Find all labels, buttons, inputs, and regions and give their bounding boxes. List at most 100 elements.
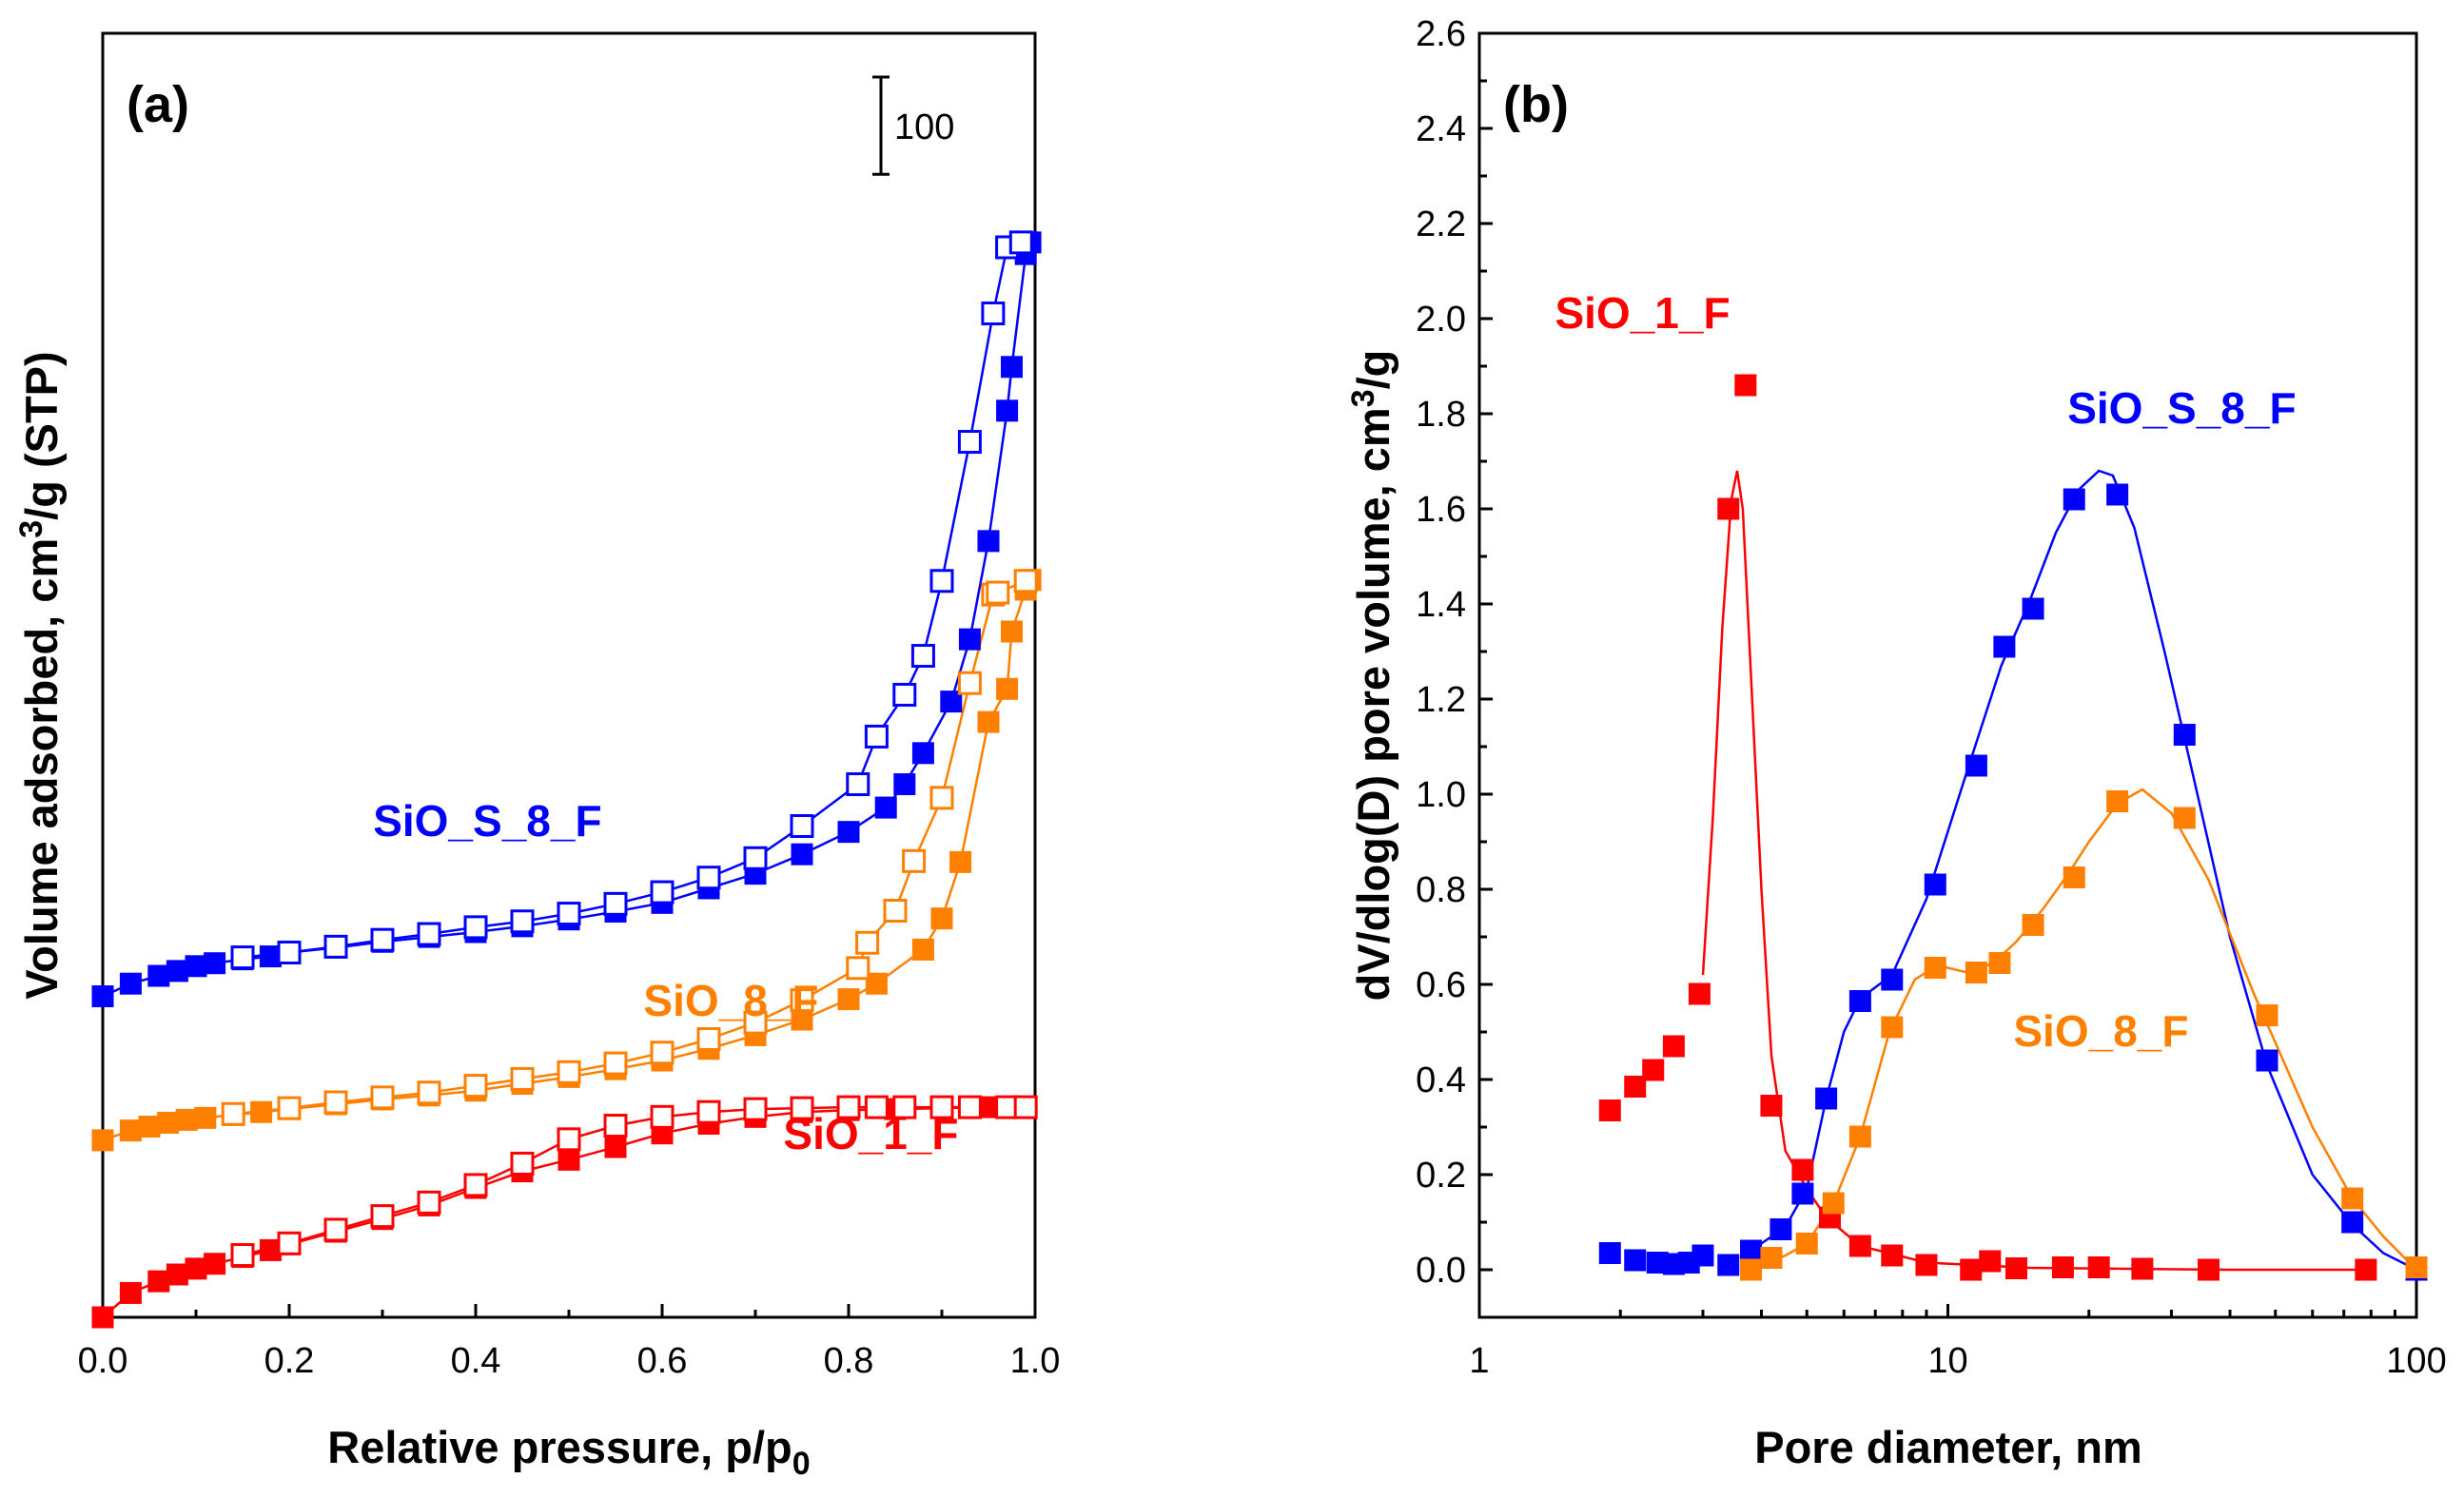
panel-b-x-axis-title: Pore diameter, nm (1754, 1422, 2142, 1472)
desorption-point (603, 1051, 628, 1076)
adsorption-point (996, 399, 1019, 422)
panel-b-series-labels: SiO_1_F SiO_S_8_F SiO_8_F (1555, 288, 2296, 1056)
adsorption-point (604, 1136, 627, 1158)
series-label: SiO_1_F (783, 1109, 958, 1158)
adsorption-point (185, 955, 207, 978)
desorption-point (650, 1041, 675, 1065)
adsorption-point (166, 960, 188, 982)
series-label: SiO_S_8_F (373, 796, 601, 846)
desorption-point (323, 934, 348, 959)
desorption-point (790, 814, 814, 839)
data-point (1662, 1035, 1685, 1058)
data-point (2022, 597, 2044, 620)
adsorption-point (204, 952, 226, 975)
data-point (1598, 1099, 1621, 1121)
desorption-point (929, 569, 954, 593)
desorption-point (892, 1095, 917, 1119)
desorption-point (650, 880, 675, 905)
desorption-point (743, 1097, 768, 1121)
adsorption-point (147, 1270, 170, 1293)
data-point (1598, 1242, 1621, 1264)
data-point (1881, 1016, 1904, 1039)
data-point (1924, 957, 1946, 979)
y-tick-label: 1.4 (1416, 585, 1466, 625)
panel-b-pore-distribution: 1 10 100 0.0 0.2 0.4 0.6 0.8 1.0 1.2 1.4 1.6 1.8 2.0 2… (1345, 14, 2447, 1472)
y-tick-label: 0.0 (1416, 1251, 1466, 1291)
x-tick-label: 1.0 (1010, 1341, 1061, 1381)
desorption-point (910, 644, 935, 669)
x-tick-label: 0.8 (824, 1341, 874, 1381)
data-point (2131, 1257, 2154, 1280)
data-point (2256, 1049, 2278, 1072)
data-point (2106, 790, 2129, 812)
desorption-line (242, 241, 1022, 959)
desorption-point (743, 1010, 768, 1035)
y-tick-label: 2.2 (1416, 204, 1466, 244)
fit-curve (1750, 788, 2417, 1272)
adsorption-point (157, 1111, 180, 1134)
desorption-point (846, 772, 870, 797)
adsorption-point (893, 773, 916, 796)
data-point (2063, 866, 2085, 888)
data-point (1881, 968, 1904, 991)
data-point (1717, 1254, 1740, 1276)
desorption-point (277, 940, 302, 964)
series-label: SiO_1_F (1555, 288, 1730, 338)
desorption-point (650, 1104, 675, 1129)
series-label: SiO_S_8_F (2067, 383, 2296, 433)
desorption-point (929, 786, 954, 810)
desorption-point (957, 430, 982, 455)
desorption-point (370, 927, 395, 952)
data-point (1624, 1249, 1647, 1272)
series-label: SiO_8_F (2013, 1006, 2188, 1056)
y-tick-label: 1.6 (1416, 490, 1466, 530)
desorption-point (981, 302, 1006, 326)
adsorption-point (147, 964, 170, 987)
data-point (1740, 1258, 1763, 1281)
data-point (1795, 1233, 1818, 1255)
desorption-point (557, 902, 581, 926)
y-tick-label: 0.8 (1416, 870, 1466, 910)
panel-a-label: (a) (127, 76, 189, 133)
adsorption-point (791, 843, 813, 866)
panel-a-markers (91, 230, 1042, 1329)
adsorption-point (977, 530, 1000, 553)
y-tick-label: 2.6 (1416, 14, 1466, 54)
data-point (1960, 1258, 1983, 1281)
desorption-point (1013, 569, 1038, 593)
data-point (1848, 1235, 1871, 1257)
adsorption-point (940, 691, 963, 713)
y-tick-label: 0.2 (1416, 1156, 1466, 1196)
adsorption-point (911, 938, 934, 961)
desorption-point (510, 909, 535, 934)
adsorption-point (911, 742, 934, 765)
desorption-point (417, 1190, 441, 1215)
desorption-point (902, 848, 927, 873)
y-tick-label: 0.6 (1416, 965, 1466, 1005)
desorption-point (463, 915, 488, 940)
fit-curve (1750, 469, 2417, 1272)
y-tick-label: 1.0 (1416, 775, 1466, 815)
desorption-point (957, 671, 982, 695)
data-point (2022, 914, 2044, 936)
adsorption-point (175, 1108, 198, 1131)
data-point (1734, 374, 1757, 397)
desorption-point (883, 899, 908, 923)
adsorption-point (837, 821, 860, 844)
panel-a-series-labels: SiO_S_8_F SiO_8_F SiO_1_F (373, 796, 958, 1158)
desorption-point (1013, 1095, 1038, 1119)
adsorption-point (204, 1253, 226, 1275)
data-point (2341, 1187, 2364, 1210)
desorption-point (864, 724, 889, 749)
panel-a-isotherms: 0.0 0.2 0.4 0.6 0.8 1.0 SiO_S_8_F SiO_8_F SiO_1… (13, 31, 1061, 1482)
data-point (1624, 1076, 1647, 1098)
data-point (1717, 497, 1740, 520)
desorption-line (233, 579, 1027, 1116)
data-point (1965, 962, 1987, 983)
data-point (1848, 990, 1871, 1012)
desorption-point (846, 956, 870, 981)
data-point (1688, 982, 1711, 1005)
data-point (1791, 1182, 1814, 1205)
adsorption-point (91, 1306, 114, 1329)
adsorption-point (119, 1119, 142, 1142)
